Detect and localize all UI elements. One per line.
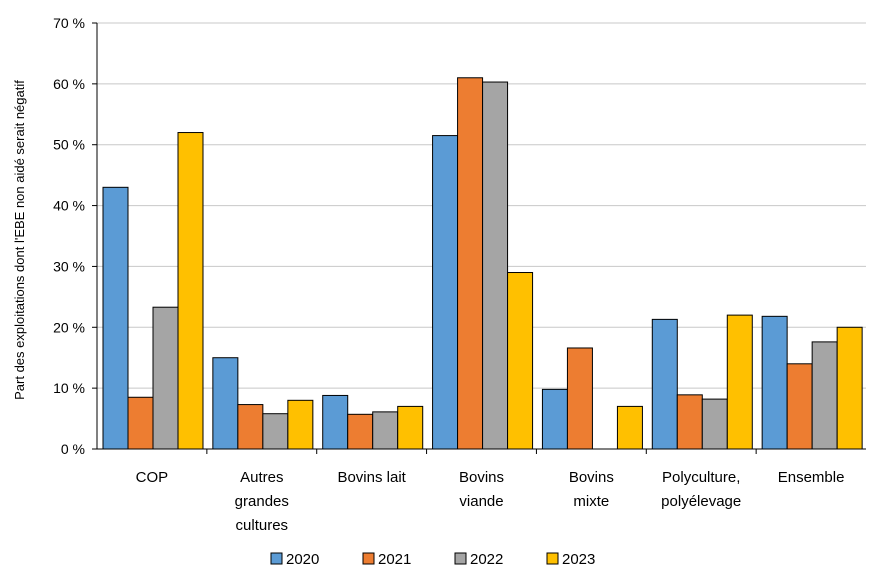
bar-2022-5 [701, 398, 728, 450]
axes [92, 22, 866, 454]
legend-swatch-2022 [454, 552, 467, 565]
bar-2020-4 [541, 388, 568, 450]
bar-2023-5 [726, 314, 753, 450]
bar-2021-1 [237, 404, 264, 450]
x-category-label: grandes [235, 493, 289, 510]
legend-label-2023: 2023 [562, 551, 595, 568]
bar-2022-6 [811, 341, 838, 450]
y-tick-labels: 0 % 10 % 20 % 30 % 40 % 50 % 60 % 70 % [53, 15, 85, 457]
bar-2023-3 [507, 272, 534, 450]
x-category-label: Bovins lait [337, 469, 406, 486]
bar-2022-1 [262, 413, 289, 450]
x-category-label: Autres [240, 469, 283, 486]
bar-2020-2 [322, 394, 349, 450]
bar-2020-0 [102, 186, 129, 450]
bar-2023-6 [836, 326, 863, 450]
legend-label-2021: 2021 [378, 551, 411, 568]
y-tick-label: 70 % [53, 15, 85, 31]
x-category-label: Bovins [569, 469, 614, 486]
bar-2021-6 [786, 363, 813, 450]
y-tick-label: 0 % [61, 441, 85, 457]
y-tick-label: 50 % [53, 137, 85, 153]
bar-2020-3 [432, 135, 459, 450]
bar-2020-1 [212, 357, 239, 450]
bar-2021-2 [347, 413, 374, 450]
bar-2022-2 [372, 411, 399, 450]
legend-swatch-2023 [546, 552, 559, 565]
y-axis-label: Part des exploitations dont l'EBE non ai… [12, 80, 27, 400]
x-category-label: Bovins [459, 469, 504, 486]
bar-2022-0 [152, 306, 179, 450]
bar-2020-5 [651, 318, 678, 450]
x-category-label: polyélevage [661, 493, 741, 510]
x-category-label: Ensemble [778, 469, 845, 486]
x-category-label: Polyculture, [662, 469, 740, 486]
bar-2021-0 [127, 396, 154, 450]
bars [102, 77, 863, 450]
y-tick-label: 10 % [53, 380, 85, 396]
bar-2023-1 [287, 399, 314, 450]
legend-label-2020: 2020 [286, 551, 319, 568]
x-category-label: viande [459, 493, 503, 510]
bar-2021-5 [676, 394, 703, 450]
x-category-label: cultures [236, 517, 289, 534]
x-category-labels: COP Autres grandes cultures Bovins lait Bovin… [136, 469, 845, 534]
x-category-label: COP [136, 469, 169, 486]
bar-2023-4 [616, 405, 643, 450]
bar-2022-3 [482, 81, 509, 450]
bar-2020-6 [761, 315, 788, 450]
legend: 2020 2021 2022 2023 [270, 551, 595, 568]
bar-2023-2 [397, 405, 424, 450]
y-tick-label: 40 % [53, 198, 85, 214]
legend-label-2022: 2022 [470, 551, 503, 568]
bar-2021-4 [566, 347, 593, 450]
x-category-label: mixte [573, 493, 609, 510]
legend-swatch-2020 [270, 552, 283, 565]
y-tick-label: 60 % [53, 76, 85, 92]
y-tick-label: 30 % [53, 258, 85, 274]
y-tick-label: 20 % [53, 319, 85, 335]
bar-2023-0 [177, 132, 204, 450]
legend-swatch-2021 [362, 552, 375, 565]
bar-2021-3 [457, 77, 484, 450]
